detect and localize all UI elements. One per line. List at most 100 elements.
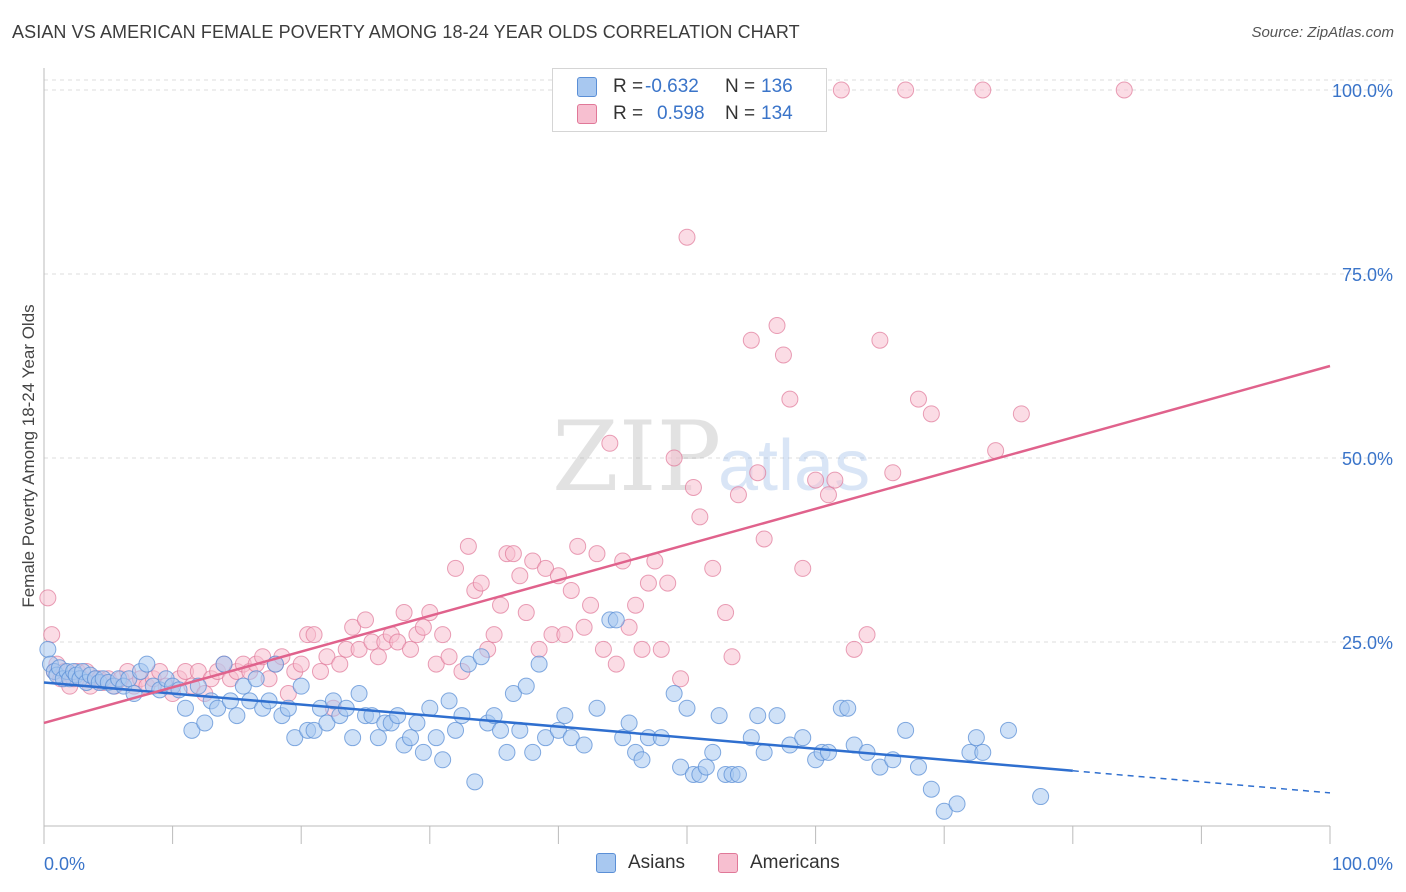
asians-point [183,721,201,739]
americans-point [537,559,555,577]
asians-point [871,758,889,776]
source-label: Source: ZipAtlas.com [1251,24,1394,41]
americans-point [427,655,445,673]
asians-point [286,729,304,747]
asians-point [350,685,368,703]
asians-point [234,677,252,695]
americans-swatch [718,853,738,873]
legend-row-americans: R = 0.598 N = 134 [577,101,793,127]
americans-point [350,640,368,658]
y-tick-label: 100.0% [1332,81,1393,101]
americans-point [472,574,490,592]
americans-point [447,559,465,577]
asians-point [369,729,387,747]
asians-point [421,699,439,717]
x-tick-label: 0.0% [44,854,85,874]
asians-point [794,729,812,747]
asians-point [504,685,522,703]
americans-point [43,626,61,644]
watermark: ZIP atlas [552,401,870,513]
asians-point [466,773,484,791]
asians-point [176,699,194,717]
americans-point [717,604,735,622]
asians-trend-line [43,681,1073,773]
americans-point [909,390,927,408]
americans-point [492,596,510,614]
americans-swatch [577,104,597,124]
asians-point [678,699,696,717]
asians-point [39,640,57,658]
asians-point [697,758,715,776]
asians-point [414,743,432,761]
americans-point [485,626,503,644]
bottom-legend-americans[interactable]: Americans [718,852,840,874]
asians-point [1032,788,1050,806]
asians-point [530,655,548,673]
asians-point [819,743,837,761]
asians-point [974,743,992,761]
americans-point [1012,405,1030,423]
americans-point [832,81,850,99]
asians-point [768,707,786,725]
asians-point [459,655,477,673]
legend-r-value: 0.598 [657,103,705,124]
bottom-legend-asians[interactable]: Asians [596,852,685,874]
americans-points [39,81,1133,717]
asians-point [967,729,985,747]
chart-title: ASIAN VS AMERICAN FEMALE POVERTY AMONG 1… [12,22,800,42]
americans-point [858,626,876,644]
americans-point [871,331,889,349]
asians-point [221,692,239,710]
asians-point [897,721,915,739]
asians-point [562,729,580,747]
americans-point [414,618,432,636]
americans-point [562,581,580,599]
americans-point [601,434,619,452]
asians-point [710,707,728,725]
americans-point [1115,81,1133,99]
americans-point [652,640,670,658]
americans-point [691,508,709,526]
americans-point [395,604,413,622]
americans-point [807,471,825,489]
americans-point [39,589,57,607]
americans-point [588,545,606,563]
asians-point [344,729,362,747]
americans-point [440,648,458,666]
asians-point [704,743,722,761]
asians-point [537,729,555,747]
americans-point [402,640,420,658]
legend-n-value: 136 [761,76,793,97]
legend-r-value: -0.632 [645,76,699,97]
americans-label: Americans [750,852,840,873]
asians-point [247,670,265,688]
americans-point [749,464,767,482]
y-tick-label: 50.0% [1342,449,1393,469]
americans-point [582,596,600,614]
asians-label: Asians [628,852,686,873]
asians-point [196,714,214,732]
americans-point [357,611,374,629]
asians-point [749,707,767,725]
americans-point [389,633,407,651]
gridlines [44,79,1395,643]
americans-point [794,559,812,577]
americans-point [369,648,387,666]
americans-point [659,574,677,592]
asians-point [311,699,329,717]
americans-point [434,626,452,644]
americans-point [781,390,799,408]
americans-point [607,655,625,673]
americans-point [768,317,786,335]
asians-point [389,707,407,725]
axes [43,68,1331,844]
asians-point [517,677,535,695]
asians-point [447,721,465,739]
americans-point [318,648,336,666]
asians-point [402,729,420,747]
americans-point [620,618,638,636]
americans-point [575,618,593,636]
americans-point [723,648,741,666]
americans-point [755,530,773,548]
asians-point [215,655,233,673]
